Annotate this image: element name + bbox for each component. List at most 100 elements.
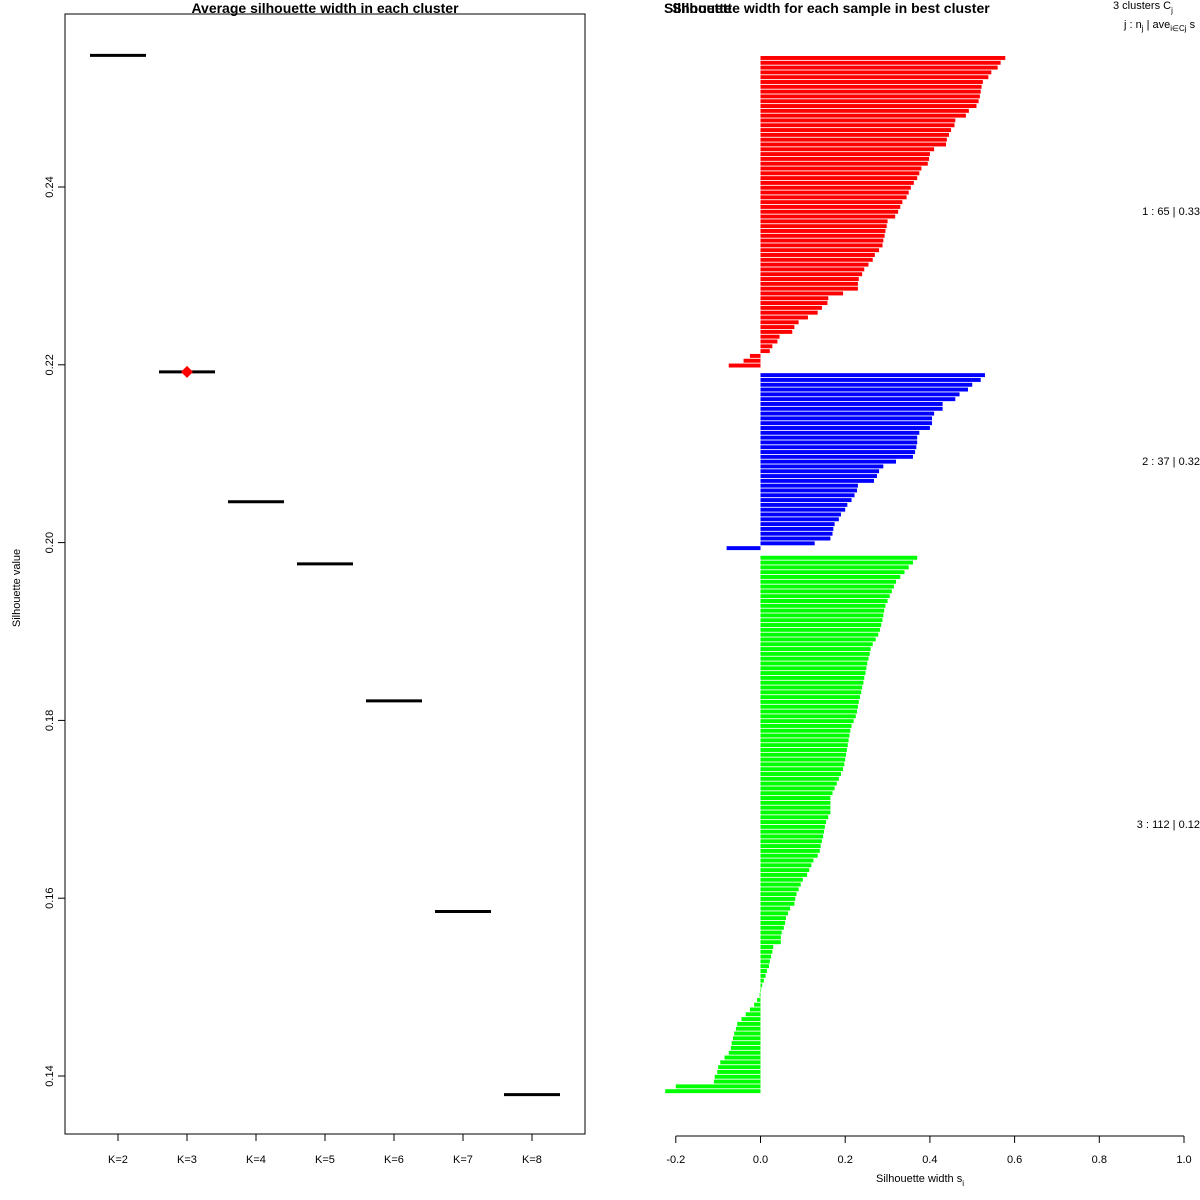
silhouette-bar — [760, 344, 773, 349]
silhouette-bar — [760, 541, 815, 546]
cluster-header-sub: j — [1170, 6, 1173, 15]
silhouette-bar — [760, 757, 846, 762]
silhouette-bar — [760, 709, 858, 714]
silhouette-bar — [760, 733, 850, 738]
silhouette-bar — [760, 176, 918, 181]
silhouette-bar — [760, 320, 799, 325]
silhouette-bar — [760, 594, 890, 599]
silhouette-bar — [760, 661, 868, 666]
silhouette-bar — [760, 848, 820, 853]
silhouette-bar — [760, 469, 880, 474]
silhouette-bar — [732, 1036, 761, 1041]
silhouette-bar — [760, 781, 837, 786]
silhouette-bar — [760, 325, 795, 330]
silhouette-bar — [760, 853, 818, 858]
silhouette-bar — [760, 132, 949, 137]
silhouette-bar — [760, 329, 793, 334]
right-chart-title-overlap: Silhouette — [664, 0, 732, 16]
silhouette-bar — [760, 416, 933, 421]
silhouette-bar — [665, 1089, 761, 1094]
silhouette-bar — [714, 1074, 761, 1079]
silhouette-bar — [760, 60, 1001, 65]
silhouette-bar — [760, 94, 980, 99]
silhouette-bar — [760, 671, 866, 676]
silhouette-bar — [720, 1060, 761, 1065]
silhouette-bar — [760, 704, 858, 709]
silhouette-bar — [760, 286, 858, 291]
left-marks — [90, 53, 560, 1097]
silhouette-bar — [760, 281, 858, 286]
left-x-tick-label: K=2 — [108, 1154, 128, 1166]
silhouette-bar — [760, 229, 886, 233]
silhouette-bar — [760, 824, 825, 829]
left-y-tick-label: 0.24 — [44, 176, 56, 197]
silhouette-bar — [760, 584, 894, 589]
left-y-axis: 0.14 0.16 0.18 0.20 0.22 0.24 — [44, 176, 65, 1087]
silhouette-bar — [760, 829, 825, 834]
silhouette-bar — [760, 647, 871, 652]
silhouette-bar — [743, 358, 761, 363]
silhouette-bar — [760, 714, 856, 719]
silhouette-bar — [760, 253, 875, 257]
silhouette-bar — [760, 493, 855, 498]
silhouette-bar — [760, 233, 885, 238]
left-x-tick-label: K=5 — [315, 1154, 335, 1166]
cluster-header2-text: j : n — [1123, 19, 1142, 31]
silhouette-bar — [760, 868, 810, 873]
silhouette-bar — [760, 426, 930, 430]
silhouette-bar — [760, 844, 821, 849]
silhouette-bar — [760, 204, 901, 209]
silhouette-bar — [760, 430, 920, 435]
silhouette-bar — [760, 382, 973, 387]
silhouette-bar — [760, 209, 899, 214]
silhouette-bar — [760, 776, 839, 781]
silhouette-bar — [760, 464, 884, 469]
silhouette-bar — [760, 911, 789, 916]
silhouette-bar — [760, 411, 935, 416]
silhouette-bar — [760, 291, 844, 296]
silhouette-bar — [760, 675, 865, 680]
left-y-tick-label: 0.16 — [44, 887, 56, 908]
silhouette-bar — [760, 113, 966, 118]
silhouette-bar — [760, 983, 763, 988]
silhouette-bar — [760, 618, 883, 623]
silhouette-bar — [760, 474, 877, 479]
silhouette-bar — [760, 512, 841, 517]
left-x-tick-label: K=8 — [522, 1154, 542, 1166]
silhouette-bar — [760, 536, 831, 541]
left-y-tick-label: 0.20 — [44, 532, 56, 553]
cluster-header2-sub: j — [1141, 24, 1144, 33]
silhouette-width-panel: Silhouette Silhouette width for each sam… — [664, 0, 1200, 1188]
silhouette-bar — [760, 257, 873, 262]
silhouette-bar — [760, 738, 849, 743]
silhouette-bar — [760, 954, 772, 959]
silhouette-bar — [760, 435, 918, 440]
silhouette-bar — [760, 877, 803, 882]
left-plot-frame — [64, 13, 586, 1135]
silhouette-bar — [760, 507, 846, 512]
silhouette-bar — [760, 858, 814, 863]
silhouette-bar — [760, 642, 873, 647]
avg-silhouette-panel: Average silhouette width in each cluster… — [11, 0, 586, 1166]
silhouette-bar — [760, 940, 781, 945]
silhouette-bar — [760, 454, 913, 459]
silhouette-bar — [728, 363, 761, 368]
silhouette-bar — [717, 1069, 761, 1074]
silhouette-bar — [760, 123, 955, 128]
silhouette-bar — [760, 200, 903, 205]
silhouette-bar — [760, 65, 998, 70]
silhouette-bar — [760, 387, 969, 392]
cluster-summary-label: 2 : 37 | 0.32 — [1142, 456, 1200, 468]
silhouette-bar — [760, 945, 774, 949]
silhouette-bar — [760, 56, 1006, 60]
cluster-header2-mid: | ave — [1144, 19, 1171, 31]
silhouette-bar — [760, 791, 833, 796]
right-x-tick-label: 0.4 — [922, 1154, 937, 1166]
silhouette-bar — [760, 916, 786, 921]
silhouette-bar — [760, 459, 897, 464]
silhouette-bar — [735, 1026, 761, 1031]
silhouette-bar — [760, 555, 918, 560]
silhouette-bar — [760, 930, 782, 935]
silhouette-bar — [760, 978, 764, 983]
